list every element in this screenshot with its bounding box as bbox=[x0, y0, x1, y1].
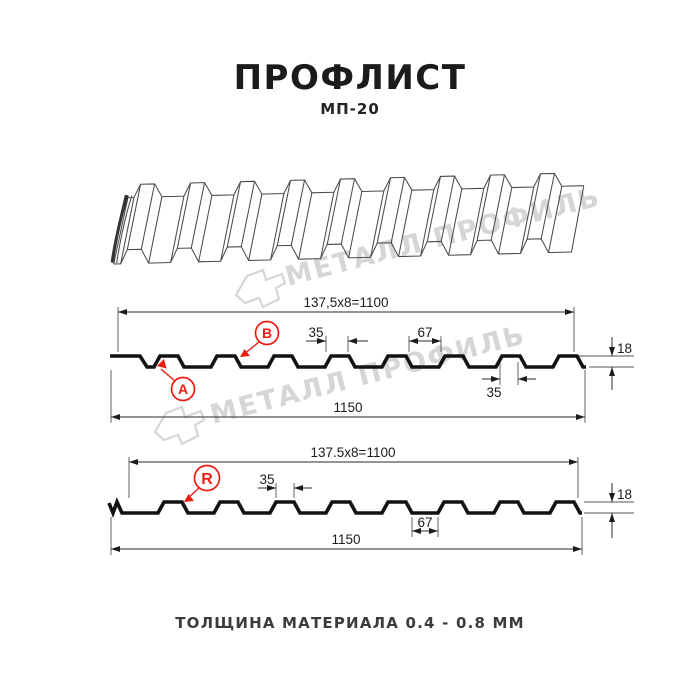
extension-lines bbox=[110, 457, 634, 555]
callout-group bbox=[160, 320, 280, 402]
arrowhead bbox=[609, 493, 615, 522]
dim-text-18: 18 bbox=[617, 341, 632, 356]
arrowhead bbox=[412, 528, 438, 534]
profile-outline-top bbox=[110, 354, 586, 369]
arrowhead bbox=[491, 376, 527, 382]
arrowhead bbox=[317, 338, 357, 344]
page-title: ПРОФЛИСТ bbox=[233, 58, 467, 98]
callout-b-circle bbox=[254, 320, 280, 346]
dim-text-35-top: 35 bbox=[308, 325, 323, 340]
dim-text-35-bottom: 35 bbox=[486, 385, 501, 400]
dim-text-1100: 137,5x8=1100 bbox=[304, 295, 389, 310]
page-subtitle: МП-20 bbox=[320, 100, 380, 118]
callout-a-circle bbox=[170, 376, 196, 402]
profile-outline-bottom bbox=[107, 497, 582, 519]
callout-a-label: A bbox=[178, 381, 188, 397]
extension-lines bbox=[110, 307, 634, 423]
dim-text-35: 35 bbox=[259, 472, 274, 487]
dim-text-18: 18 bbox=[617, 487, 632, 502]
callout-a-leader bbox=[160, 368, 176, 382]
dim-text-1150: 1150 bbox=[331, 532, 360, 547]
sheet-cut-edge-line bbox=[116, 195, 133, 264]
dim-text-67: 67 bbox=[417, 515, 432, 530]
callout-b-arrowhead bbox=[240, 349, 250, 357]
watermark-logo-icon bbox=[234, 268, 287, 309]
callout-r-arrowhead bbox=[184, 494, 194, 502]
callout-text-group: R bbox=[184, 471, 213, 502]
callout-r-label: R bbox=[201, 471, 213, 488]
watermark-lower: МЕТАЛЛ ПРОФИЛЬ bbox=[153, 319, 529, 446]
watermark-logo-icon bbox=[153, 405, 206, 446]
sheet-top-edge bbox=[127, 172, 584, 199]
arrowhead bbox=[609, 347, 615, 376]
sheet-rib-lines bbox=[113, 173, 585, 265]
dim-text-67: 67 bbox=[417, 325, 432, 340]
arrowhead bbox=[267, 485, 303, 491]
callout-text-group: B A bbox=[157, 325, 272, 397]
watermark-text: МЕТАЛЛ ПРОФИЛЬ bbox=[282, 181, 604, 292]
callout-b-label: B bbox=[262, 325, 272, 341]
callout-a-arrowhead bbox=[157, 359, 167, 369]
profile-section-top: 137,5x8=1100 1150 35 67 35 18 B A bbox=[110, 295, 634, 423]
dim-text-1150: 1150 bbox=[333, 400, 362, 415]
callout-r-circle bbox=[193, 464, 221, 492]
dim-text-1100: 137.5x8=1100 bbox=[311, 445, 396, 460]
profile-section-bottom: 137.5x8=1100 1150 35 67 18 R bbox=[107, 445, 634, 555]
arrowhead bbox=[409, 338, 441, 344]
sheet-bottom-edge bbox=[113, 238, 572, 265]
sheet-cut-edge bbox=[110, 194, 129, 264]
material-thickness-note: ТОЛЩИНА МАТЕРИАЛА 0.4 - 0.8 ММ bbox=[175, 614, 525, 632]
sheet-3d-drawing bbox=[110, 172, 585, 265]
